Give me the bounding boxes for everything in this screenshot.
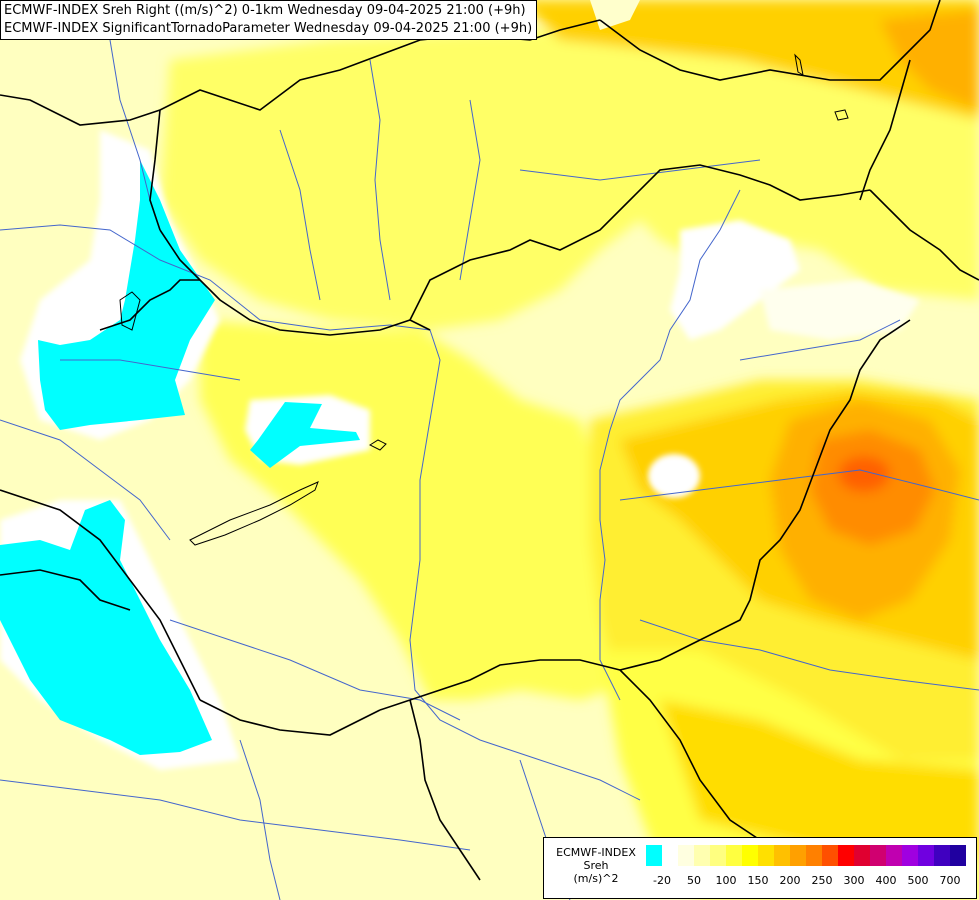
- river-southeast: [639, 619, 979, 691]
- border-hu-ro: [869, 189, 979, 281]
- cyan-area-sw: [0, 500, 212, 755]
- border-hr-srb: [409, 699, 481, 881]
- negative-values: [0, 0, 640, 755]
- border-ro-west: [619, 319, 911, 671]
- legend-swatch: [822, 845, 838, 866]
- border-ro-srb: [619, 669, 761, 841]
- legend-swatch: [758, 845, 774, 866]
- white-area-east: [760, 280, 920, 340]
- legend-ticks: -20 50 100 150 200 250 300 400 500 700: [646, 874, 968, 888]
- legend-swatch: [934, 845, 950, 866]
- border-hu-srb: [379, 659, 621, 711]
- cyan-area-lake: [250, 402, 360, 468]
- border-si-hr: [0, 569, 131, 611]
- legend-title-line-3: (m/s)^2: [573, 872, 619, 885]
- legend-swatch: [918, 845, 934, 866]
- river-raab: [60, 359, 241, 381]
- border-sk-pl: [599, 0, 941, 81]
- legend-swatch: [902, 845, 918, 866]
- legend-title: ECMWF-INDEX Sreh (m/s)^2: [548, 846, 644, 885]
- white-area-ne: [670, 220, 800, 340]
- legend-tick-label: 150: [747, 874, 769, 887]
- river-tisza: [599, 189, 741, 701]
- legend-tick-label: 200: [779, 874, 801, 887]
- legend-swatch: [854, 845, 870, 866]
- legend-tick-label: 400: [875, 874, 897, 887]
- legend-tick-label: 100: [715, 874, 737, 887]
- lakes: [119, 53, 849, 546]
- field-gold-south: [660, 700, 979, 860]
- river-somes: [739, 319, 901, 361]
- legend-tick-label: 300: [843, 874, 865, 887]
- river-north: [279, 129, 321, 301]
- legend-swatch: [726, 845, 742, 866]
- cyan-area-west: [38, 160, 215, 430]
- legend-swatch: [646, 845, 662, 866]
- map-title-box: ECMWF-INDEX Sreh Right ((m/s)^2) 0-1km W…: [0, 0, 538, 40]
- river-south-bosnia: [239, 739, 281, 900]
- legend-swatch: [838, 845, 854, 866]
- border-hr-hu: [199, 699, 381, 736]
- border-sk-hu: [409, 164, 871, 321]
- lake-ne: [834, 109, 849, 121]
- legend-swatches: [646, 845, 966, 866]
- white-spot-center: [648, 454, 700, 498]
- river-vah: [369, 59, 391, 301]
- river-west: [0, 419, 171, 541]
- lake-balaton: [189, 481, 319, 546]
- river-drava: [169, 619, 461, 721]
- legend-tick-label: 500: [907, 874, 929, 887]
- legend-swatch: [950, 845, 966, 866]
- border-ua: [859, 59, 911, 201]
- legend-swatch: [870, 845, 886, 866]
- lake-small: [368, 439, 387, 451]
- river-mures: [619, 469, 979, 501]
- river-danube: [0, 224, 641, 801]
- color-legend: ECMWF-INDEX Sreh (m/s)^2 -20 50 100 150 200 2…: [543, 837, 977, 899]
- legend-tick-label: 700: [939, 874, 961, 887]
- river-sava: [0, 779, 471, 851]
- field-gold-ne: [520, 0, 979, 120]
- legend-swatch: [806, 845, 822, 866]
- title-line-1: ECMWF-INDEX Sreh Right ((m/s)^2) 0-1km W…: [4, 3, 526, 18]
- legend-swatch: [662, 845, 678, 866]
- legend-tick-label: 50: [687, 874, 701, 887]
- legend-swatch: [742, 845, 758, 866]
- legend-title-line-1: ECMWF-INDEX: [556, 846, 636, 859]
- legend-swatch: [774, 845, 790, 866]
- field-orange-ne: [880, 10, 979, 110]
- legend-swatch: [710, 845, 726, 866]
- lake-north: [794, 53, 804, 77]
- field-yellow-north: [160, 30, 979, 330]
- legend-swatch: [790, 845, 806, 866]
- legend-swatch: [678, 845, 694, 866]
- river-hron: [459, 99, 481, 281]
- border-at-hu: [159, 229, 431, 336]
- lake-neusiedl: [119, 291, 141, 331]
- legend-title-line-2: Sreh: [583, 859, 609, 872]
- border-cz-sk: [149, 109, 161, 231]
- rivers: [0, 39, 979, 900]
- border-west: [99, 279, 200, 331]
- legend-tick-label: -20: [653, 874, 671, 887]
- field-red-core: [838, 456, 890, 492]
- border-at-si: [0, 489, 201, 701]
- river-morava: [109, 39, 151, 201]
- legend-swatch: [886, 845, 902, 866]
- title-line-2: ECMWF-INDEX SignificantTornadoParameter …: [4, 21, 533, 36]
- legend-tick-label: 250: [811, 874, 833, 887]
- river-ne: [519, 159, 761, 181]
- legend-swatch: [694, 845, 710, 866]
